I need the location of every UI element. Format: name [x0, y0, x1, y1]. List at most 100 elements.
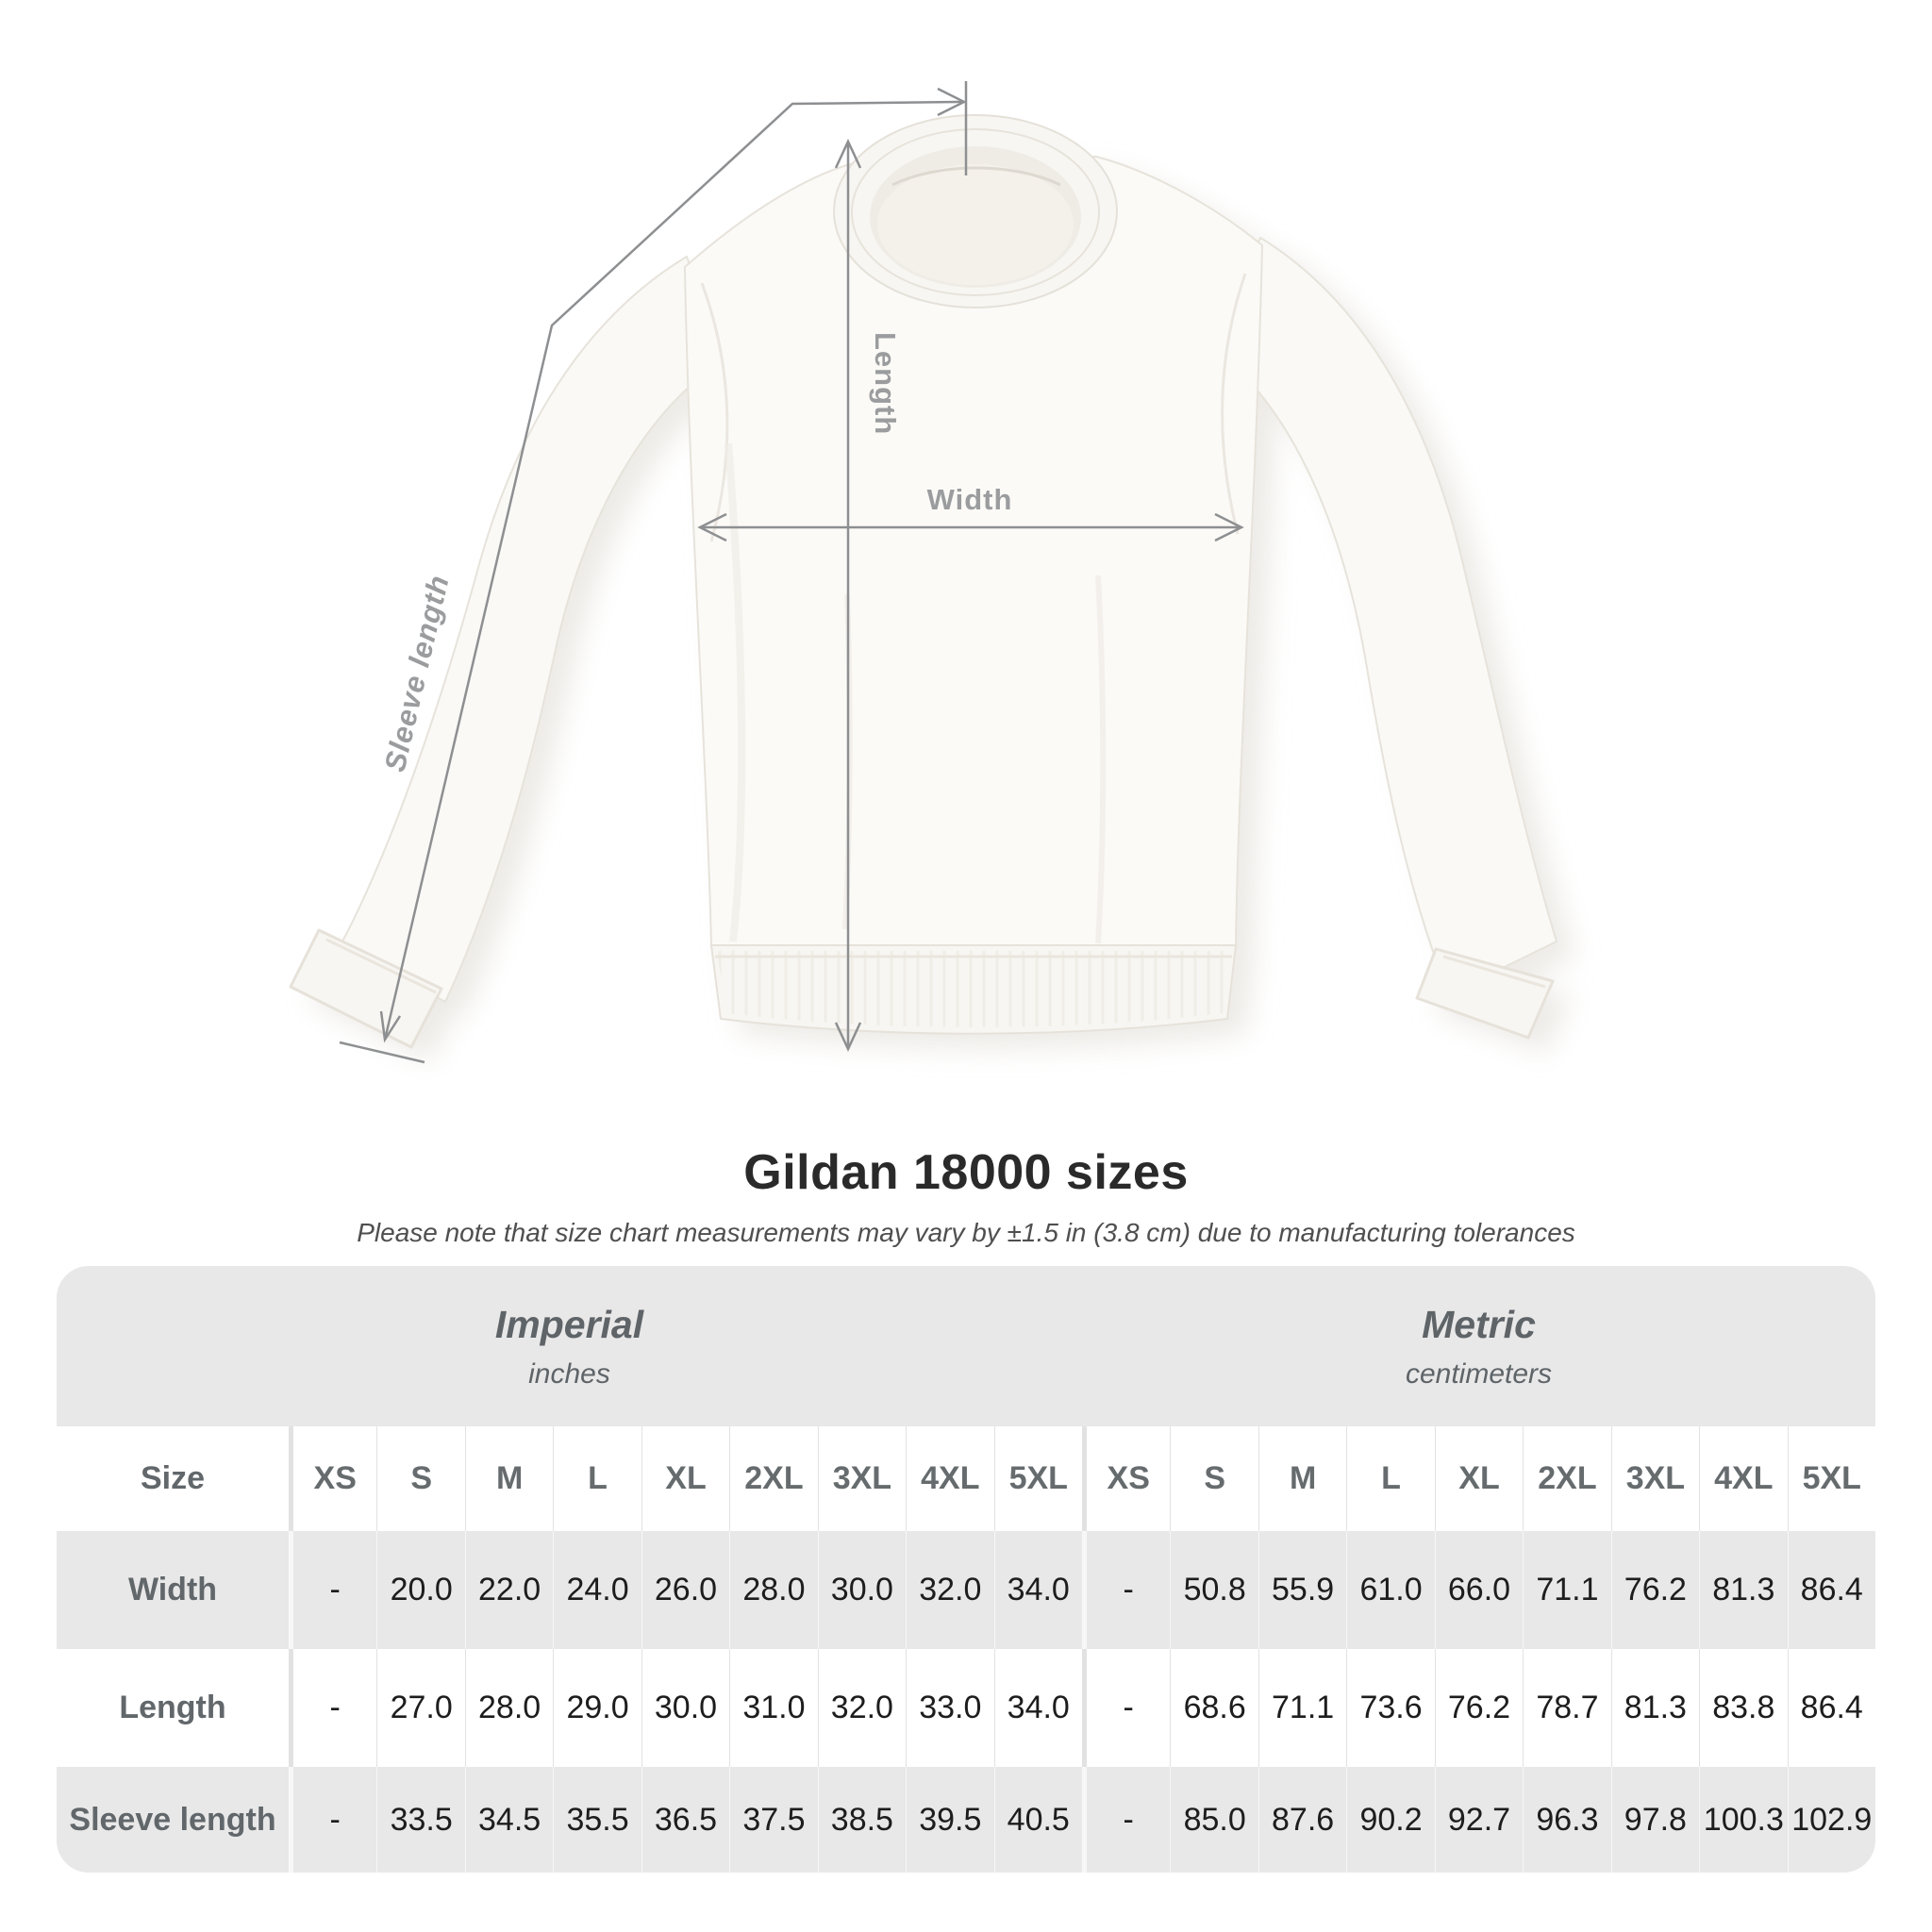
value-cell: 26.0 — [641, 1531, 729, 1649]
size-column-header: Size — [140, 1460, 206, 1496]
value-cell: 90.2 — [1346, 1767, 1434, 1873]
value-cell: 71.1 — [1523, 1531, 1610, 1649]
right-armhole-seam — [1221, 273, 1247, 535]
value-cell: 81.3 — [1699, 1531, 1787, 1649]
value-cell: 102.9 — [1787, 1767, 1875, 1873]
value-cell: 83.8 — [1699, 1649, 1787, 1767]
value-cell: 97.8 — [1610, 1767, 1699, 1873]
length-dimension-label: Length — [869, 332, 902, 435]
size-header-metric: M — [1257, 1426, 1346, 1531]
sleeve-end-tick — [339, 1041, 425, 1064]
value-cell: 33.5 — [376, 1767, 464, 1873]
value-cell: 35.5 — [553, 1767, 641, 1873]
sweatshirt-left-sleeve — [341, 256, 724, 1003]
metric-group-subtitle: centimeters — [1405, 1357, 1553, 1390]
size-header-metric: 3XL — [1610, 1426, 1699, 1531]
body-fold — [1095, 575, 1107, 944]
size-header-imperial: M — [464, 1426, 553, 1531]
table-row: Width -20.0 22.0 24.0 26.0 28.0 30.0 32.0 34.0-5… — [57, 1531, 1875, 1649]
metric-group-header: Metric centimeters — [1082, 1266, 1875, 1426]
imperial-group-subtitle: inches — [528, 1357, 610, 1390]
size-header-imperial: 4XL — [906, 1426, 993, 1531]
value-cell: 87.6 — [1257, 1767, 1346, 1873]
value-cell: 29.0 — [553, 1649, 641, 1767]
sleeve-length-line — [383, 100, 965, 1041]
hem-ribbing — [717, 951, 1229, 1027]
value-cell: 92.7 — [1434, 1767, 1523, 1873]
value-cell: 28.0 — [729, 1531, 817, 1649]
right-cuff-seam — [1442, 955, 1546, 989]
size-header-imperial: 3XL — [817, 1426, 906, 1531]
value-cell: 34.0 — [993, 1531, 1082, 1649]
sweatshirt-collar — [833, 114, 1118, 308]
value-cell: 55.9 — [1257, 1531, 1346, 1649]
value-cell: - — [289, 1767, 376, 1873]
value-cell: 32.0 — [817, 1649, 906, 1767]
value-cell: 37.5 — [729, 1767, 817, 1873]
row-label: Sleeve length — [69, 1801, 276, 1838]
value-cell: 50.8 — [1170, 1531, 1257, 1649]
value-cell: 61.0 — [1346, 1531, 1434, 1649]
sleeve-arrow-right-icon — [937, 87, 967, 117]
value-cell: 28.0 — [464, 1649, 553, 1767]
sweatshirt — [289, 114, 1557, 1049]
size-header-imperial: XL — [641, 1426, 729, 1531]
size-header-metric: XS — [1081, 1426, 1170, 1531]
sleeve-arrow-end-icon — [379, 1010, 402, 1043]
value-cell: 76.2 — [1434, 1649, 1523, 1767]
imperial-group-title: Imperial — [494, 1302, 644, 1346]
size-header-imperial: XS — [289, 1426, 376, 1531]
value-cell: 36.5 — [641, 1767, 729, 1873]
value-cell: 30.0 — [641, 1649, 729, 1767]
value-cell: 40.5 — [993, 1767, 1082, 1873]
value-cell: 22.0 — [464, 1531, 553, 1649]
value-cell: 34.5 — [464, 1767, 553, 1873]
sweatshirt-right-sleeve — [1214, 237, 1557, 995]
value-cell: 20.0 — [376, 1531, 464, 1649]
value-cell: 81.3 — [1610, 1649, 1699, 1767]
value-cell: 86.4 — [1787, 1649, 1875, 1767]
value-cell: 100.3 — [1699, 1767, 1787, 1873]
size-header-metric: S — [1170, 1426, 1257, 1531]
left-armhole-seam — [700, 282, 729, 542]
value-cell: 32.0 — [906, 1531, 993, 1649]
imperial-group-header: Imperial inches — [57, 1266, 1082, 1426]
size-header-row: Size XS S M L XL 2XL 3XL 4XL 5XL XS S M L XL 2XL 3XL 4XL 5… — [57, 1426, 1875, 1531]
width-dimension-label: Width — [927, 483, 1013, 516]
value-cell: 27.0 — [376, 1649, 464, 1767]
row-label: Width — [127, 1572, 218, 1607]
size-rows: Width -20.0 22.0 24.0 26.0 28.0 30.0 32.0 34.0-5… — [57, 1531, 1875, 1873]
table-header-band: Imperial inches Metric centimeters — [57, 1266, 1875, 1426]
width-arrow-left-icon — [697, 512, 727, 542]
size-header-imperial: L — [553, 1426, 641, 1531]
left-cuff-seam — [325, 938, 437, 994]
value-cell: 78.7 — [1523, 1649, 1610, 1767]
value-cell: 85.0 — [1170, 1767, 1257, 1873]
size-header-metric: 5XL — [1787, 1426, 1875, 1531]
value-cell: 39.5 — [906, 1767, 993, 1873]
value-cell: 86.4 — [1787, 1531, 1875, 1649]
dimension-lines — [339, 81, 1244, 1064]
page-subtitle: Please note that size chart measurements… — [357, 1218, 1575, 1247]
size-chart-table: Imperial inches Metric centimeters Size X… — [57, 1266, 1875, 1873]
length-arrow-up-icon — [834, 139, 862, 169]
size-header-metric: 2XL — [1523, 1426, 1610, 1531]
value-cell: 33.0 — [906, 1649, 993, 1767]
page-title: Gildan 18000 sizes — [743, 1145, 1189, 1200]
size-header-metric: 4XL — [1699, 1426, 1787, 1531]
width-arrow-right-icon — [1214, 512, 1244, 542]
value-cell: 68.6 — [1170, 1649, 1257, 1767]
body-fold — [724, 442, 746, 942]
sweatshirt-diagram: Length Width Sleeve length — [289, 81, 1575, 1064]
metric-group-title: Metric — [1422, 1302, 1536, 1346]
value-cell: - — [289, 1649, 376, 1767]
value-cell: - — [1081, 1531, 1170, 1649]
length-arrow-down-icon — [834, 1022, 862, 1052]
value-cell: - — [1081, 1767, 1170, 1873]
value-cell: 24.0 — [553, 1531, 641, 1649]
size-header-metric: XL — [1434, 1426, 1523, 1531]
value-cell: 73.6 — [1346, 1649, 1434, 1767]
value-cell: 31.0 — [729, 1649, 817, 1767]
value-cell: 34.0 — [993, 1649, 1082, 1767]
